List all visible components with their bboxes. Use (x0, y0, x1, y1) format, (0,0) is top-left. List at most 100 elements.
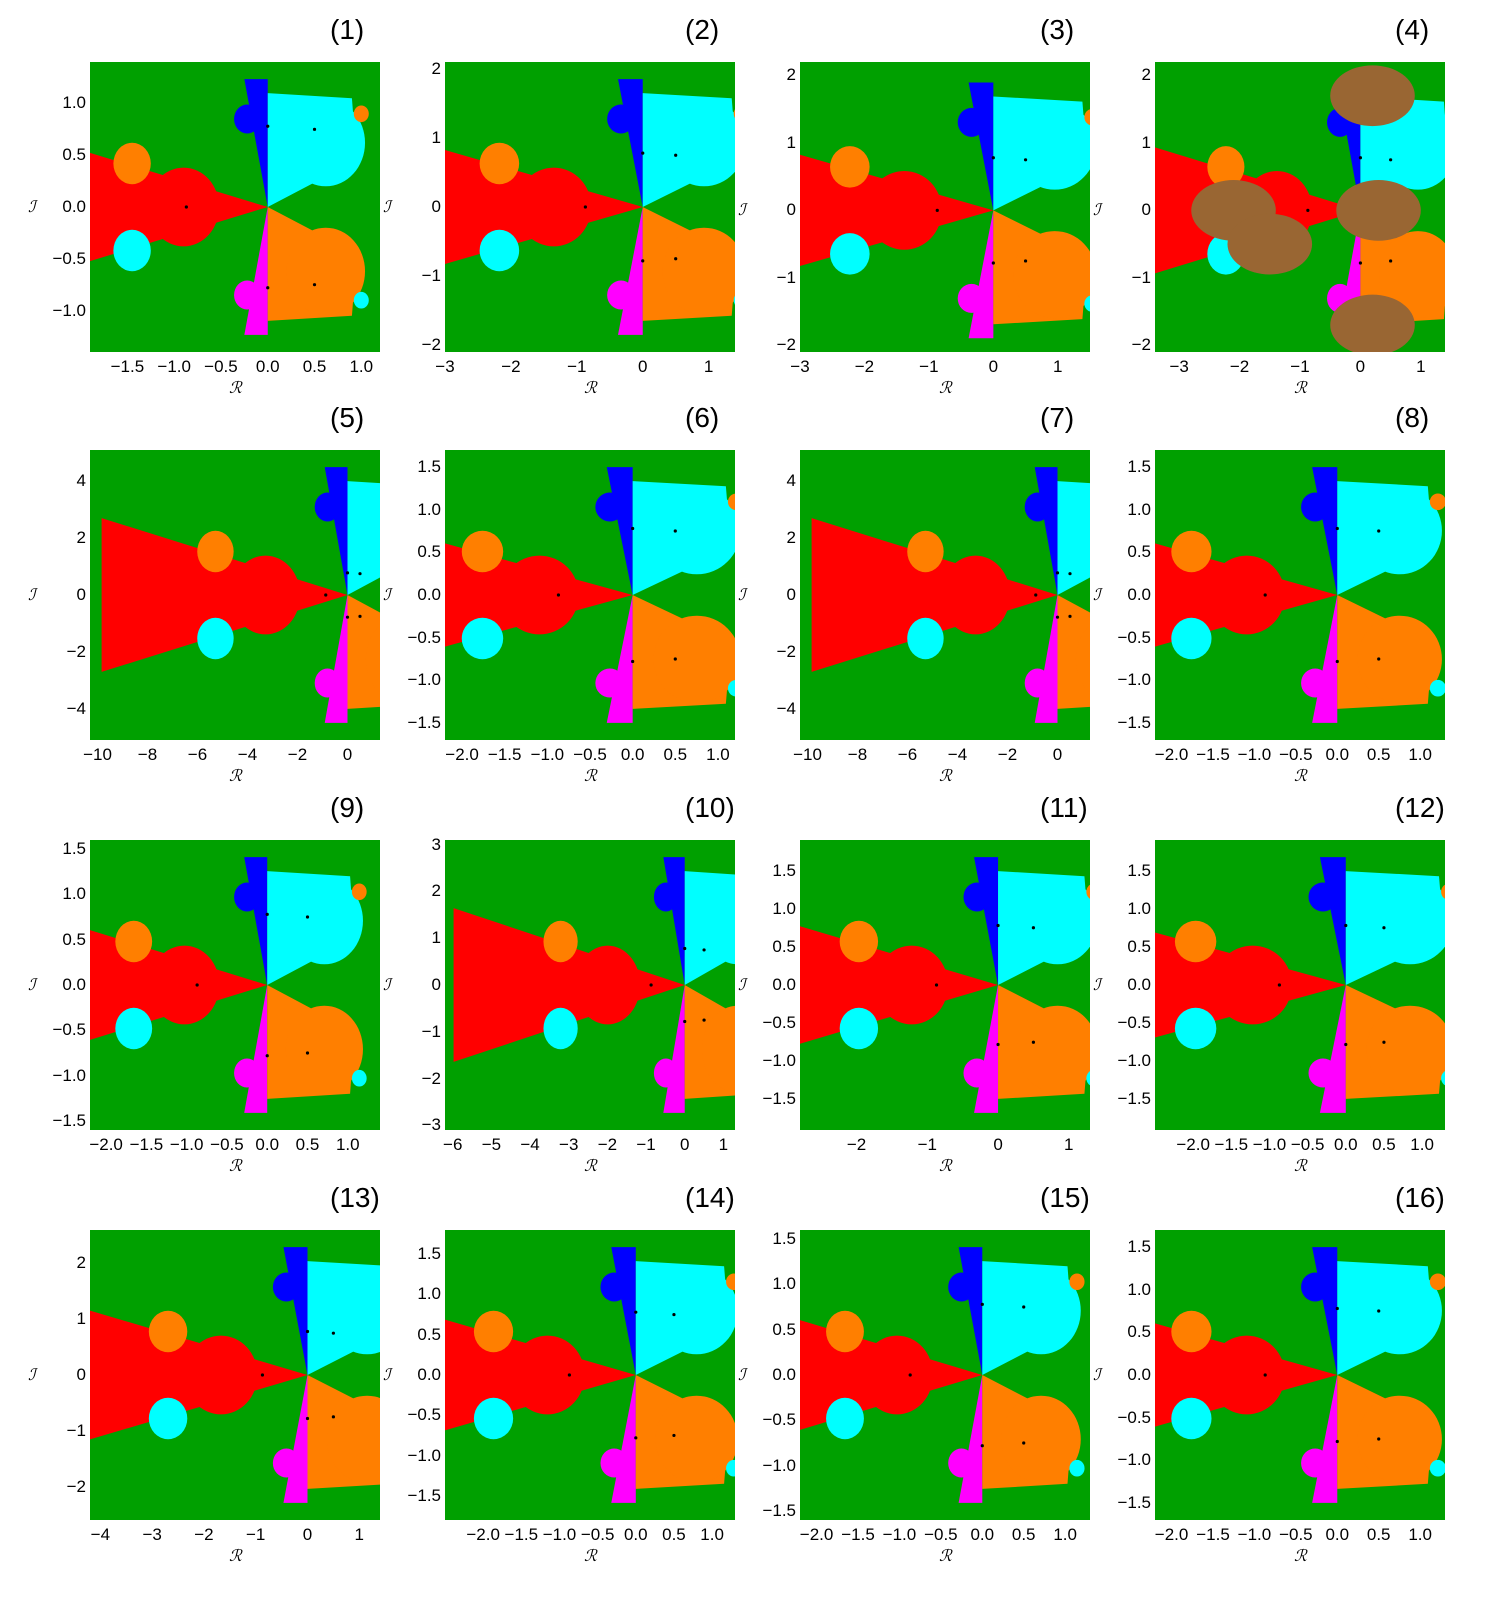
basin-red (101, 518, 348, 672)
basin-brown (1330, 65, 1415, 127)
basin-lobe (907, 530, 944, 573)
y-axis-label: ℐ (1093, 585, 1101, 604)
y-tick-label: −1.0 (407, 1445, 441, 1465)
x-tick-label: −1.5 (504, 1525, 539, 1544)
basin-lobe (826, 1397, 864, 1440)
basin-lobe (1174, 920, 1217, 963)
root-point (305, 1416, 310, 1421)
basin-lobe (1075, 625, 1090, 694)
root-point (980, 1302, 984, 1306)
x-tick-label: −1.5 (110, 357, 145, 376)
basin-lobe (701, 1005, 735, 1093)
basin-red (811, 518, 1058, 672)
x-tick-label: −1.0 (882, 1525, 917, 1544)
basin-lobe (234, 104, 261, 134)
x-tick-label: −10 (83, 745, 112, 764)
root-point (702, 948, 706, 952)
y-tick-label: −2 (776, 641, 796, 661)
y-tick-label: 0.5 (1127, 542, 1151, 562)
basin-lobe (948, 1272, 975, 1302)
basin-lobe (907, 617, 944, 660)
root-point (358, 572, 362, 576)
root-point (641, 151, 645, 155)
y-tick-label: 1.0 (1127, 898, 1151, 918)
basin-lobe (473, 1397, 514, 1440)
x-tick-label: −2 (997, 745, 1018, 764)
basin-magenta (1312, 595, 1338, 723)
basin-lobe (830, 146, 870, 188)
x-axis-label: ℛ (229, 1156, 242, 1175)
basin-lobe (607, 280, 635, 310)
y-tick-label: −3 (421, 1115, 441, 1135)
y-tick-label: 1.5 (1127, 1237, 1151, 1257)
basin-blue (1312, 467, 1338, 595)
basin-svg (445, 1247, 735, 1503)
root-point (305, 1051, 310, 1055)
basin-lobe (1024, 492, 1051, 522)
x-tick-label: −0.5 (580, 1525, 615, 1544)
x-tick-label: −1 (917, 1135, 937, 1154)
x-axis-label: ℛ (939, 378, 952, 397)
y-tick-label: −0.5 (762, 1013, 796, 1033)
x-tick-label: −1.0 (157, 357, 191, 376)
y-tick-label: −4 (776, 698, 796, 718)
x-axis-label: ℛ (939, 1546, 952, 1565)
basin-lobe (1301, 492, 1330, 522)
basin-blue (324, 467, 348, 595)
root-point (567, 1373, 571, 1377)
y-tick-label: −2 (1131, 335, 1151, 355)
basin-lobe (1069, 1459, 1085, 1477)
y-tick-label: 0.5 (417, 542, 441, 562)
x-tick-label: −1.5 (1214, 1135, 1249, 1154)
x-tick-label: −0.5 (924, 1525, 958, 1544)
basin-lobe (1357, 487, 1442, 575)
y-tick-label: −0.5 (1117, 1013, 1151, 1033)
x-axis-label: ℛ (584, 1156, 597, 1175)
y-axis-label: ℐ (1093, 1365, 1101, 1384)
x-tick-label: 0.5 (1011, 1525, 1036, 1544)
basin-lobe (365, 496, 380, 565)
y-tick-label: −1.0 (1117, 670, 1151, 690)
y-tick-label: −1 (66, 1420, 86, 1440)
root-point (1358, 261, 1363, 265)
basin-lobe (479, 229, 520, 272)
basin-lobe (1429, 679, 1445, 697)
x-tick-label: −1 (567, 357, 587, 376)
basin-lobe (600, 1272, 628, 1302)
y-tick-label: 1 (431, 928, 441, 948)
basin-blue (1312, 1247, 1338, 1375)
x-tick-label: 1.0 (1410, 1135, 1434, 1154)
panel-title: (6) (685, 402, 720, 433)
y-tick-label: −0.5 (762, 1410, 796, 1430)
y-tick-label: 1.5 (417, 457, 441, 477)
panel-title: (4) (1395, 14, 1430, 45)
root-point (184, 205, 188, 209)
x-tick-label: 0.5 (1372, 1135, 1396, 1154)
y-tick-label: −1.5 (407, 1485, 441, 1505)
root-point (358, 614, 362, 618)
basin-lobe (1001, 1267, 1081, 1355)
basin-blue (663, 857, 685, 985)
x-tick-label: −1.5 (487, 745, 522, 764)
y-tick-label: 0.0 (1127, 1365, 1151, 1384)
panel-title: (16) (1395, 1182, 1445, 1213)
y-axis-label: ℐ (738, 200, 746, 220)
y-tick-label: 2 (786, 528, 796, 548)
x-tick-label: 1 (1064, 1135, 1074, 1154)
basin-lobe (957, 283, 986, 313)
y-axis-label: ℐ (383, 1365, 391, 1384)
basin-lobe (184, 1335, 258, 1415)
x-tick-label: −2.0 (445, 745, 479, 764)
basin-lobe (113, 229, 151, 272)
root-point (908, 1373, 912, 1377)
y-tick-label: 1.0 (772, 1274, 796, 1294)
basin-lobe (655, 1395, 735, 1483)
x-tick-label: −6 (443, 1135, 463, 1154)
basin-lobe (543, 920, 578, 963)
basin-blue (244, 857, 268, 985)
root-point (1382, 926, 1386, 930)
basin-lobe (1301, 668, 1330, 698)
y-tick-label: 0.0 (772, 1365, 796, 1384)
basin-blue (618, 79, 643, 207)
root-point (312, 127, 317, 131)
